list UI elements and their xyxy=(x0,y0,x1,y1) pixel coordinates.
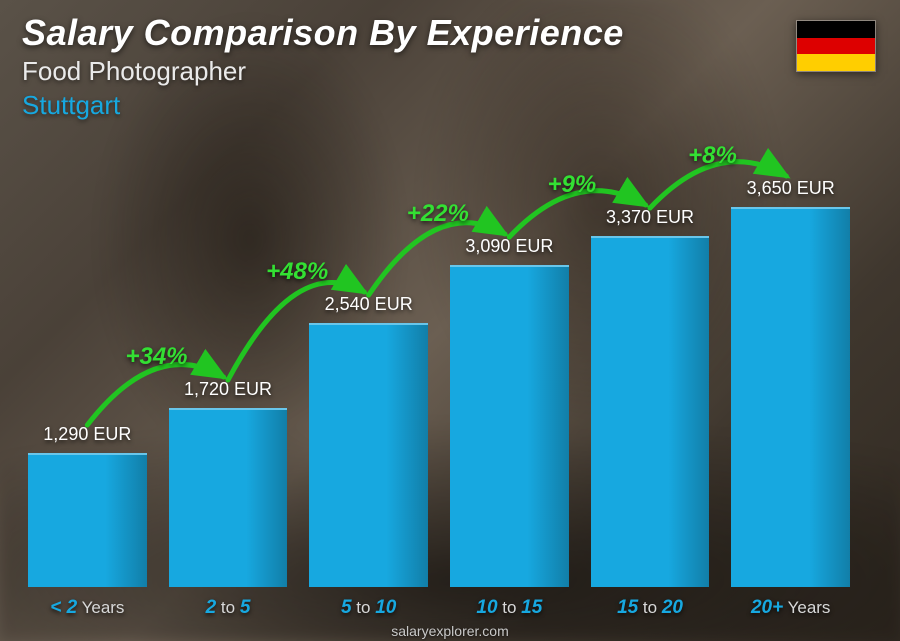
bar xyxy=(591,236,710,587)
x-axis-label: 20+ Years xyxy=(731,597,850,619)
bar-value-label: 1,720 EUR xyxy=(184,379,272,400)
chart-subtitle: Food Photographer xyxy=(22,56,246,87)
x-axis-labels: < 2 Years 2 to 5 5 to 10 10 to 15 15 to 20 20… xyxy=(28,597,850,619)
country-flag-germany xyxy=(796,20,876,72)
percent-increase-label: +9% xyxy=(547,171,596,199)
percent-increase-label: +34% xyxy=(125,343,187,371)
bar-value-label: 2,540 EUR xyxy=(325,294,413,315)
bar-column: 3,090 EUR xyxy=(450,236,569,587)
bar xyxy=(450,265,569,587)
bar-column: 1,290 EUR xyxy=(28,424,147,587)
bar-value-label: 3,370 EUR xyxy=(606,207,694,228)
bar-value-label: 3,090 EUR xyxy=(465,236,553,257)
chart-title: Salary Comparison By Experience xyxy=(22,12,624,54)
flag-stripe xyxy=(797,54,875,71)
chart-location: Stuttgart xyxy=(22,90,120,121)
x-axis-label: 15 to 20 xyxy=(591,597,710,619)
percent-increase-label: +48% xyxy=(266,258,328,286)
x-axis-label: 10 to 15 xyxy=(450,597,569,619)
bar xyxy=(169,408,288,587)
bar-column: 2,540 EUR xyxy=(309,294,428,587)
bar-value-label: 3,650 EUR xyxy=(747,178,835,199)
percent-increase-label: +22% xyxy=(407,200,469,228)
bar-value-label: 1,290 EUR xyxy=(43,424,131,445)
x-axis-label: < 2 Years xyxy=(28,597,147,619)
bar xyxy=(309,323,428,587)
flag-stripe xyxy=(797,38,875,55)
watermark: salaryexplorer.com xyxy=(391,623,509,639)
infographic-stage: Salary Comparison By Experience Food Pho… xyxy=(0,0,900,641)
bar xyxy=(28,453,147,587)
percent-increase-label: +8% xyxy=(688,142,737,170)
x-axis-label: 2 to 5 xyxy=(169,597,288,619)
bar xyxy=(731,207,850,587)
bar-column: 1,720 EUR xyxy=(169,379,288,587)
x-axis-label: 5 to 10 xyxy=(309,597,428,619)
flag-stripe xyxy=(797,21,875,38)
bar-column: 3,370 EUR xyxy=(591,207,710,587)
bar-column: 3,650 EUR xyxy=(731,178,850,587)
